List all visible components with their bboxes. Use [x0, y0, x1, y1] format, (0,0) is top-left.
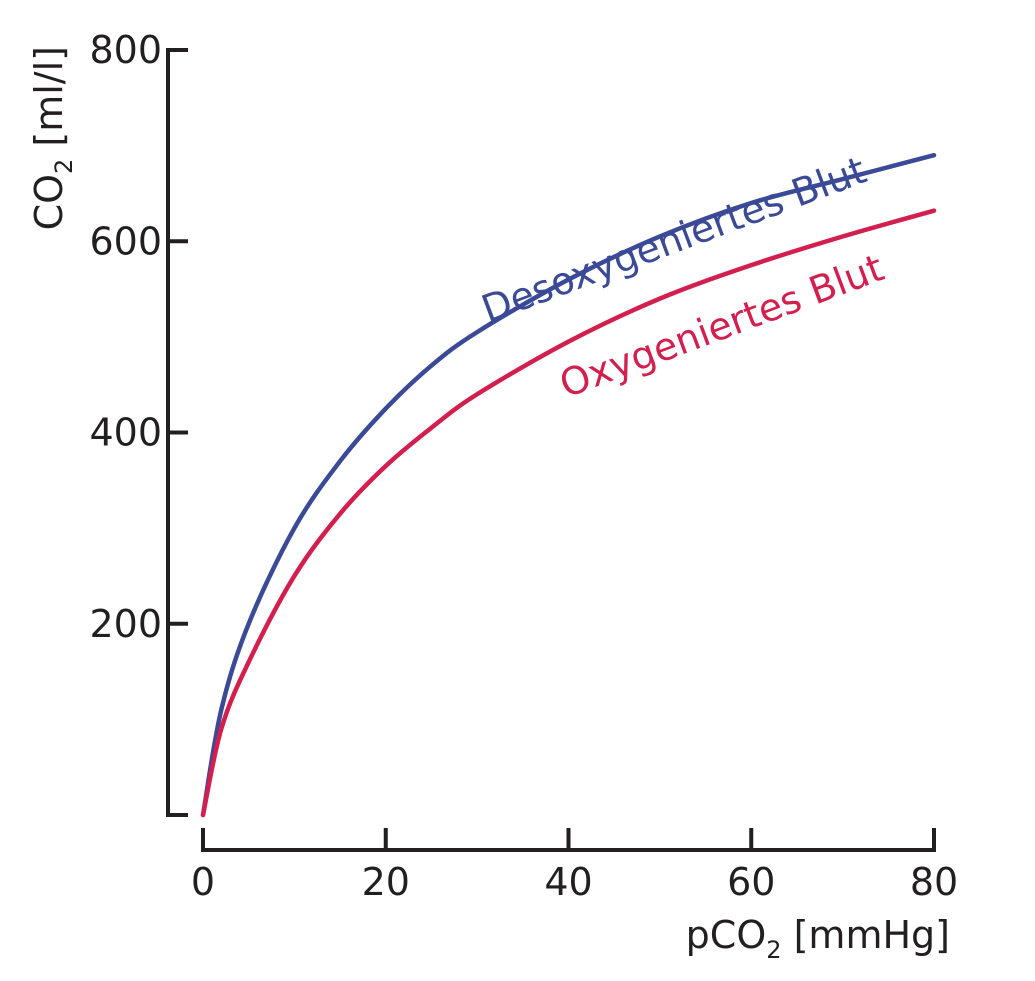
- x-tick-label: 0: [191, 860, 215, 904]
- y-tick-label: 600: [89, 219, 162, 263]
- series-line-desoxygeniertes-blut: [200, 152, 937, 818]
- x-tick-label: 80: [910, 860, 958, 904]
- x-tick-label: 40: [544, 860, 592, 904]
- x-tick-label: 60: [727, 860, 775, 904]
- y-tick-label: 800: [89, 28, 162, 72]
- x-ticks: 0 20 40 60 80: [191, 828, 958, 904]
- y-tick-label: 200: [89, 602, 162, 646]
- series-line-oxygeniertes-blut: [200, 208, 937, 818]
- x-tick-label: 20: [362, 860, 410, 904]
- y-axis-title: CO2 [ml/l]: [27, 46, 78, 230]
- y-ticks: 200 400 600 800: [89, 28, 188, 817]
- x-axis-title: pCO2 [mmHg]: [686, 913, 950, 964]
- y-tick-label: 400: [89, 411, 162, 455]
